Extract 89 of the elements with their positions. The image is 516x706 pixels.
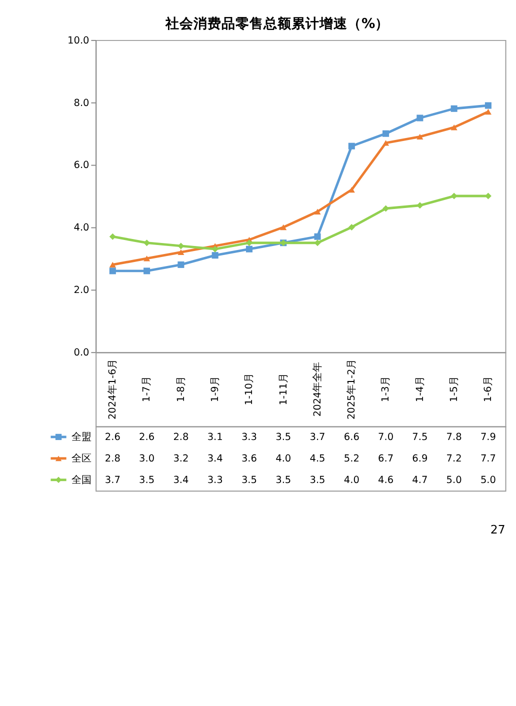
data-label: 3.5 [310, 474, 326, 486]
point [246, 246, 252, 252]
data-label: 6.7 [378, 453, 394, 464]
text: 27 [490, 522, 506, 537]
y-tick-label: 8.0 [74, 98, 90, 109]
data-label: 3.7 [104, 474, 120, 486]
point [314, 240, 321, 246]
data-label: 3.3 [241, 432, 257, 443]
point [178, 261, 184, 268]
point [144, 256, 150, 262]
data-label: 2.8 [173, 432, 189, 443]
data-label: 2.6 [139, 432, 155, 443]
chart-title: 社会消费品零售总额累计增速（%） [164, 14, 390, 32]
data-label: 3.6 [241, 453, 257, 464]
point [144, 268, 150, 274]
point [212, 252, 218, 259]
data-label: 4.7 [412, 474, 428, 486]
x-tick-label: 1-8月 [176, 376, 187, 402]
data-label: 2.6 [104, 432, 120, 443]
x-tick-label: 2024年全年 [311, 362, 324, 417]
data-label: 4.6 [378, 474, 394, 486]
y-tick-label: 0.0 [74, 348, 90, 359]
data-label: 6.6 [344, 432, 360, 443]
data-label: 7.0 [378, 432, 394, 443]
point [416, 114, 424, 122]
legend-label: 全区 [72, 452, 92, 464]
data-label: 7.7 [480, 453, 496, 464]
x-tick-label: 1-6月 [483, 376, 494, 402]
point [348, 142, 355, 150]
data-label: 3.0 [139, 453, 155, 464]
point [178, 242, 184, 250]
data-label: 3.5 [276, 474, 292, 486]
point [109, 233, 116, 240]
data-label: 5.2 [344, 453, 360, 464]
legend-label: 全盟 [72, 430, 92, 443]
point [178, 249, 184, 256]
data-label: 3.5 [241, 474, 257, 486]
data-label: 5.0 [446, 474, 462, 486]
point [280, 224, 287, 230]
data-label: 3.1 [207, 432, 223, 443]
data-label: 7.8 [446, 432, 462, 443]
point [416, 134, 424, 140]
data-label: 5.0 [480, 474, 496, 486]
data-label: 3.2 [173, 453, 189, 464]
point [314, 233, 321, 240]
data-label: 2.8 [104, 453, 120, 464]
data-label: 6.9 [412, 453, 428, 464]
point [109, 262, 116, 268]
legend-label: 全国 [72, 474, 92, 486]
x-tick-label: 1-3月 [380, 376, 392, 402]
data-label: 3.4 [173, 474, 189, 486]
data-label: 3.3 [207, 474, 223, 486]
data-label: 7.2 [446, 453, 462, 464]
point [314, 208, 321, 214]
point [109, 268, 116, 274]
point [246, 240, 252, 246]
point [450, 124, 458, 130]
data-label: 3.4 [207, 453, 223, 464]
x-tick-label: 2025年1-2月 [346, 358, 358, 420]
point [416, 202, 424, 209]
x-tick-label: 1-10月 [244, 373, 256, 406]
x-tick-label: 1-9月 [210, 376, 222, 402]
point [144, 240, 150, 246]
data-label: 7.5 [412, 432, 428, 443]
data-label: 4.5 [310, 453, 326, 464]
x-tick-label: 1-7月 [142, 376, 153, 402]
data-label: 3.5 [276, 432, 292, 443]
point [212, 246, 218, 252]
point [484, 108, 492, 115]
point [348, 186, 355, 193]
y-tick-label: 6.0 [74, 160, 90, 172]
y-tick-label: 2.0 [74, 285, 90, 296]
x-tick-label: 2024年1-6月 [106, 358, 119, 420]
y-tick-label: 4.0 [74, 222, 90, 234]
data-label: 4.0 [344, 474, 360, 486]
data-label: 3.5 [139, 474, 155, 486]
point [382, 130, 390, 137]
x-tick-label: 1-4月 [414, 376, 426, 402]
point [450, 105, 458, 112]
point [450, 192, 458, 200]
point [348, 224, 355, 231]
x-tick-label: 1-11月 [278, 373, 290, 406]
data-label: 7.9 [480, 432, 496, 443]
data-label: 4.0 [276, 453, 292, 464]
y-tick-label: 10.0 [68, 35, 90, 46]
point [484, 102, 492, 109]
point [382, 140, 390, 146]
data-label: 3.7 [310, 432, 326, 443]
x-tick-label: 1-5月 [448, 376, 460, 402]
